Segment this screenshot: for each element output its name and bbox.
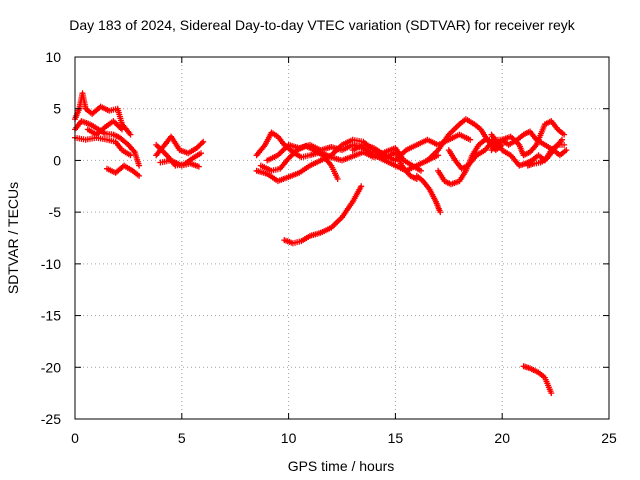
data-points — [72, 90, 570, 397]
track-markers — [104, 162, 143, 179]
y-tick-label: -25 — [41, 411, 61, 427]
track-markers — [520, 363, 555, 397]
track-markers — [524, 147, 570, 169]
x-tick-label: 20 — [494, 430, 510, 446]
track-markers — [413, 172, 444, 216]
y-axis-label: SDTVAR / TECUs — [5, 182, 21, 294]
x-tick-label: 5 — [178, 430, 186, 446]
x-tick-label: 10 — [281, 430, 297, 446]
track-markers — [157, 157, 202, 170]
track-early-4 — [104, 162, 143, 179]
y-tick-label: 10 — [45, 49, 61, 65]
axis-ticks: 0 5 10 15 20 25 10 5 0 -5 -10 -15 -20 -25 — [41, 49, 617, 446]
track-markers — [84, 118, 125, 138]
x-tick-label: 25 — [601, 430, 617, 446]
track-early-5 — [84, 118, 125, 138]
x-axis-label: GPS time / hours — [288, 458, 395, 474]
track-lower-arc — [281, 183, 365, 247]
y-tick-label: 0 — [53, 152, 61, 168]
track-late-4 — [524, 147, 570, 169]
y-tick-label: -5 — [49, 204, 62, 220]
grid-lines — [75, 57, 609, 419]
track-mid-3 — [157, 157, 202, 170]
plot-frame — [74, 56, 610, 420]
y-tick-label: 5 — [53, 101, 61, 117]
x-tick-label: 0 — [71, 430, 79, 446]
chart-title: Day 183 of 2024, Sidereal Day-to-day VTE… — [69, 17, 575, 33]
track-bottom-segment — [520, 363, 555, 397]
track-late-1 — [488, 118, 568, 159]
y-tick-label: -10 — [41, 256, 61, 272]
x-tick-label: 15 — [388, 430, 404, 446]
y-tick-label: -15 — [41, 308, 61, 324]
track-main-6 — [413, 172, 444, 216]
y-tick-label: -20 — [41, 359, 61, 375]
track-markers — [281, 183, 365, 247]
track-markers — [488, 118, 568, 159]
